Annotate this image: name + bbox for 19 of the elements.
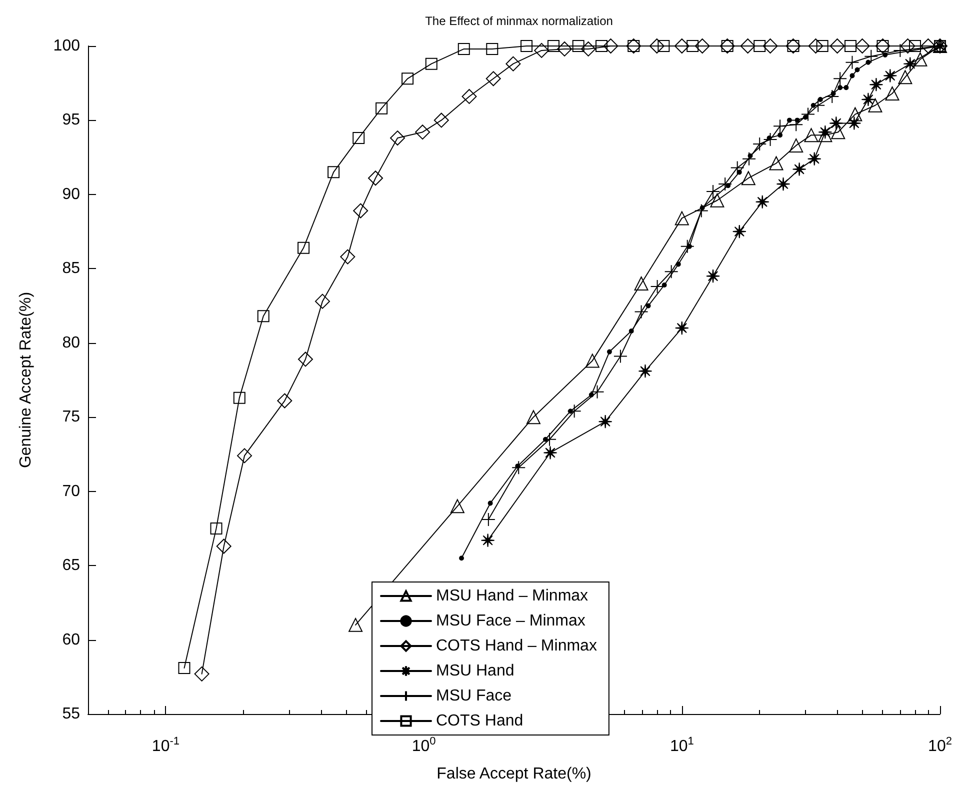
y-tick-label: 90 xyxy=(62,186,80,203)
y-tick-label: 100 xyxy=(53,38,80,54)
y-axis-title: Genuine Accept Rate(%) xyxy=(18,292,34,468)
y-tick-label: 55 xyxy=(62,706,80,722)
y-tick-label: 80 xyxy=(62,334,80,352)
y-tick-label: 70 xyxy=(62,482,80,500)
legend-label: MSU Hand – Minmax xyxy=(436,588,588,604)
legend-label: MSU Face – Minmax xyxy=(436,612,586,630)
chart-title: The Effect of minmax normalization xyxy=(425,14,613,28)
y-tick-label: 85 xyxy=(62,260,80,278)
legend-label: MSU Face xyxy=(436,688,512,704)
y-tick-label: 60 xyxy=(62,631,80,648)
y-tick-label: 65 xyxy=(62,557,80,574)
y-tick-label: 95 xyxy=(62,112,80,129)
legend-label: COTS Hand xyxy=(436,712,524,730)
x-axis-title: False Accept Rate(%) xyxy=(436,766,592,782)
legend-label: MSU Hand xyxy=(436,662,514,680)
legend-label: COTS Hand – Minmax xyxy=(436,638,597,654)
y-tick-label: 75 xyxy=(62,408,80,426)
